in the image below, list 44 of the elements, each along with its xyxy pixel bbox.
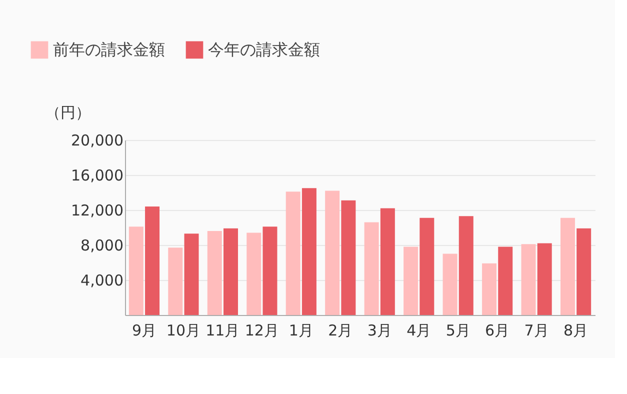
bar [262,226,278,315]
bar [168,248,183,315]
bar [420,218,434,315]
bar [364,222,379,315]
bar [184,234,199,315]
legend-label: 前年の請求金額 [53,40,165,59]
bar [128,226,144,315]
x-tick-label: 4月 [406,322,432,340]
x-tick-label: 12月 [244,322,279,340]
y-tick-label: 16,000 [71,166,124,184]
bar [458,216,474,315]
bar [223,228,238,315]
y-axis-title: （円） [46,104,90,122]
x-tick-label: 8月 [564,322,588,340]
x-tick-label: 3月 [367,322,392,340]
bar [498,246,513,315]
bar [404,246,418,315]
bar [482,263,497,315]
x-tick-label: 9月 [132,322,156,340]
y-tick-label: 4,000 [80,272,124,290]
x-tick-label: 1月 [288,322,314,340]
bar [537,243,552,315]
bar [246,232,262,315]
x-tick-label: 7月 [524,322,549,340]
x-tick-label: 6月 [485,322,510,340]
y-tick-label: 12,000 [71,202,124,220]
bar [145,206,160,315]
bar [325,190,340,315]
bar [560,218,575,315]
x-tick-label: 10月 [166,322,201,340]
bar [207,231,222,315]
bar [302,188,316,315]
x-tick-label: 2月 [328,322,353,340]
bar [442,254,458,315]
y-tick-label: 8,000 [80,236,124,254]
x-tick-label: 5月 [446,322,470,340]
x-tick-label: 11月 [206,322,240,340]
y-tick-label: 20,000 [71,132,124,150]
bar [521,244,536,315]
bar [341,200,356,315]
bar [286,192,300,315]
bar [576,228,592,315]
bar [380,208,395,315]
legend-label: 今年の請求金額 [208,40,320,59]
